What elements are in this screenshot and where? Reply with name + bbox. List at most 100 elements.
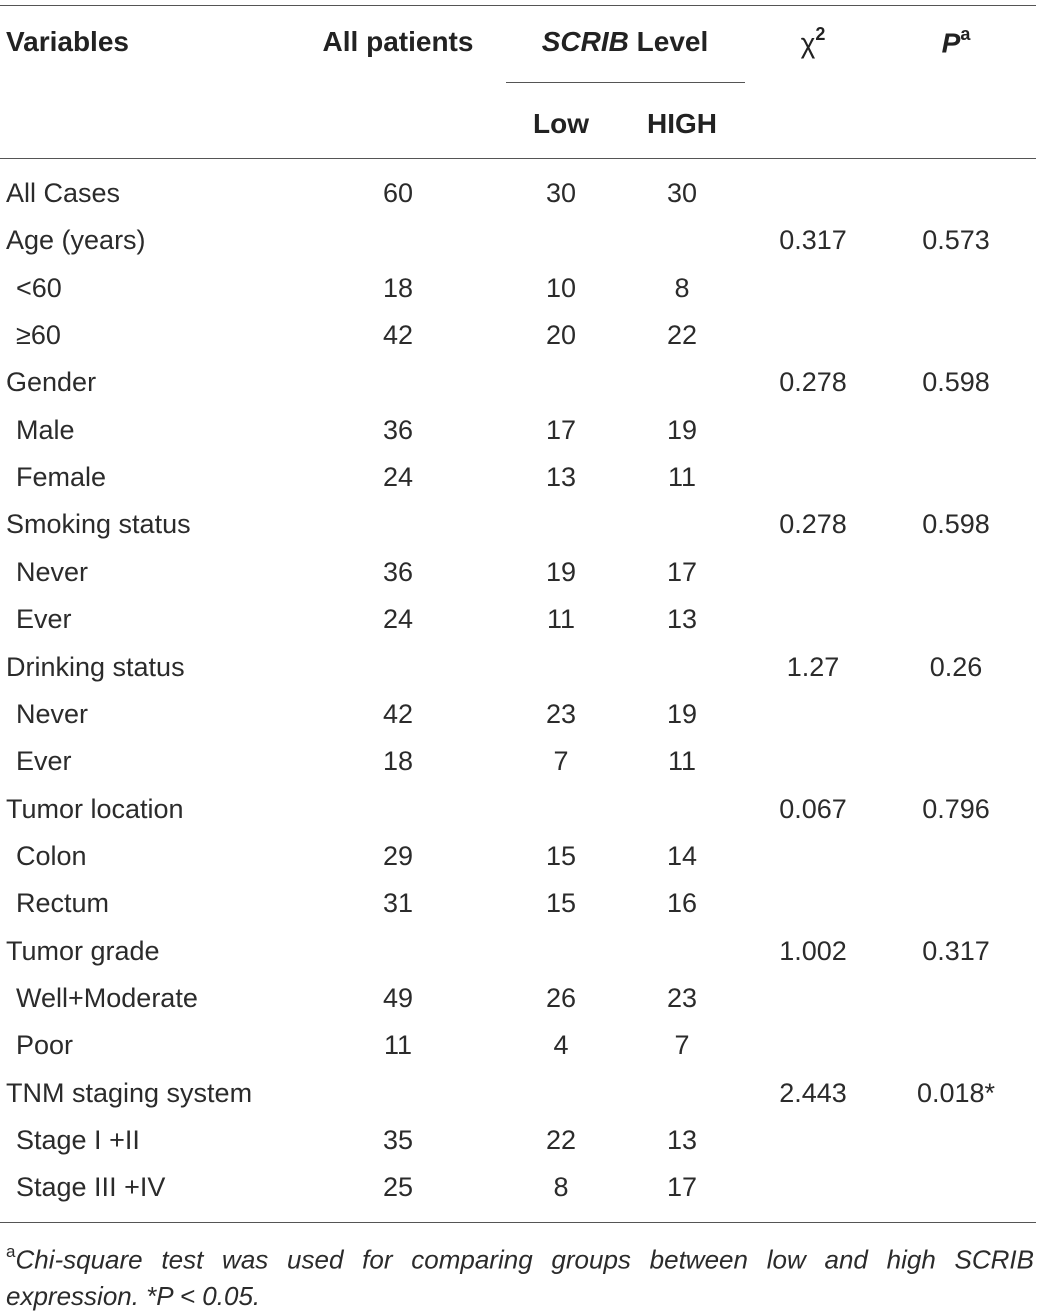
- cell-high: 11: [667, 462, 697, 492]
- cell-chi: 0.278: [779, 367, 847, 397]
- cell-all: 36: [382, 557, 414, 587]
- cell-label: Ever: [16, 746, 72, 776]
- table-header-rule: [0, 158, 1036, 159]
- cell-label: Tumor location: [6, 794, 184, 824]
- cell-label: Stage III +IV: [16, 1172, 166, 1202]
- cell-low: 15: [545, 888, 577, 918]
- cell-all: 24: [382, 604, 414, 634]
- cell-all: 11: [383, 1030, 413, 1060]
- header-all-patients: All patients: [322, 26, 474, 57]
- cell-p: 0.317: [922, 936, 990, 966]
- footnote-marker: a: [6, 1242, 16, 1261]
- cell-all: 49: [382, 983, 414, 1013]
- cell-high: 16: [666, 888, 698, 918]
- cell-p: 0.796: [922, 794, 990, 824]
- cell-all: 35: [382, 1125, 414, 1155]
- cell-low: 17: [545, 415, 577, 445]
- cell-label: Age (years): [6, 225, 146, 255]
- cell-high: 22: [666, 320, 698, 350]
- cell-p: 0.26: [929, 652, 983, 682]
- cell-low: 4: [553, 1030, 569, 1060]
- cell-label: Smoking status: [6, 509, 191, 539]
- cell-label: Male: [16, 415, 75, 445]
- footnote: aChi-square test was used for comparing …: [6, 1236, 1034, 1314]
- cell-p: 0.573: [922, 225, 990, 255]
- scrib-level-underline: [506, 82, 745, 83]
- cell-label: <60: [16, 273, 62, 303]
- header-chi-symbol: χ: [800, 27, 816, 59]
- cell-all: 29: [382, 841, 414, 871]
- cell-chi: 0.067: [779, 794, 847, 824]
- header-high: HIGH: [647, 108, 717, 139]
- cell-high: 30: [666, 178, 698, 208]
- cell-low: 8: [553, 1172, 569, 1202]
- cell-label: Tumor grade: [6, 936, 160, 966]
- cell-label: Gender: [6, 367, 97, 397]
- cell-label: Female: [16, 462, 107, 492]
- header-chi-square: χ2: [800, 24, 826, 59]
- cell-high: 17: [666, 557, 698, 587]
- cell-label: All Cases: [6, 178, 121, 208]
- cell-label: TNM staging system: [6, 1078, 253, 1108]
- cell-high: 14: [666, 841, 698, 871]
- table-top-rule: [0, 5, 1036, 6]
- cell-low: 7: [553, 746, 569, 776]
- cell-high: 19: [666, 415, 698, 445]
- cell-high: 19: [666, 699, 698, 729]
- cell-label: Never: [16, 557, 89, 587]
- cell-low: 20: [545, 320, 577, 350]
- footnote-text: Chi-square test was used for comparing g…: [6, 1244, 1034, 1311]
- cell-label: Poor: [16, 1030, 74, 1060]
- cell-high: 23: [666, 983, 698, 1013]
- cell-low: 23: [545, 699, 577, 729]
- cell-all: 42: [382, 699, 414, 729]
- cell-all: 36: [382, 415, 414, 445]
- cell-low: 22: [545, 1125, 577, 1155]
- cell-all: 18: [382, 273, 414, 303]
- cell-chi: 1.002: [779, 936, 847, 966]
- cell-label: Drinking status: [6, 652, 185, 682]
- cell-label: Stage I +II: [16, 1125, 140, 1155]
- cell-label: ≥60: [16, 320, 61, 350]
- cell-all: 31: [382, 888, 414, 918]
- header-low: Low: [533, 108, 589, 139]
- cell-chi: 1.27: [786, 652, 840, 682]
- cell-low: 13: [545, 462, 577, 492]
- cell-all: 18: [382, 746, 414, 776]
- cell-high: 8: [674, 273, 690, 303]
- header-scrib-gene: SCRIB: [541, 26, 629, 57]
- cell-all: 60: [382, 178, 414, 208]
- header-p-value: Pa: [941, 24, 971, 59]
- cell-label: Rectum: [16, 888, 110, 918]
- cell-high: 13: [666, 604, 698, 634]
- cell-high: 11: [667, 746, 697, 776]
- table-bottom-rule: [0, 1222, 1036, 1223]
- cell-low: 19: [545, 557, 577, 587]
- cell-chi: 0.278: [779, 509, 847, 539]
- cell-low: 15: [545, 841, 577, 871]
- cell-chi: 2.443: [779, 1078, 847, 1108]
- cell-low: 10: [545, 273, 577, 303]
- header-chi-superscript: 2: [815, 24, 826, 44]
- cell-low: 30: [545, 178, 577, 208]
- cell-label: Never: [16, 699, 89, 729]
- cell-all: 42: [382, 320, 414, 350]
- cell-chi: 0.317: [779, 225, 847, 255]
- header-p-symbol: P: [941, 27, 961, 59]
- cell-all: 24: [382, 462, 414, 492]
- header-scrib-level-word: Level: [628, 26, 709, 57]
- cell-high: 13: [666, 1125, 698, 1155]
- cell-low: 26: [545, 983, 577, 1013]
- cell-label: Colon: [16, 841, 87, 871]
- cell-label: Ever: [16, 604, 72, 634]
- cell-high: 7: [674, 1030, 690, 1060]
- cell-label: Well+Moderate: [16, 983, 198, 1013]
- header-variables: Variables: [6, 26, 129, 57]
- cell-low: 11: [546, 604, 576, 634]
- cell-p: 0.018*: [916, 1078, 996, 1108]
- cell-all: 25: [382, 1172, 414, 1202]
- cell-p: 0.598: [922, 367, 990, 397]
- header-p-superscript: a: [960, 24, 971, 44]
- cell-p: 0.598: [922, 509, 990, 539]
